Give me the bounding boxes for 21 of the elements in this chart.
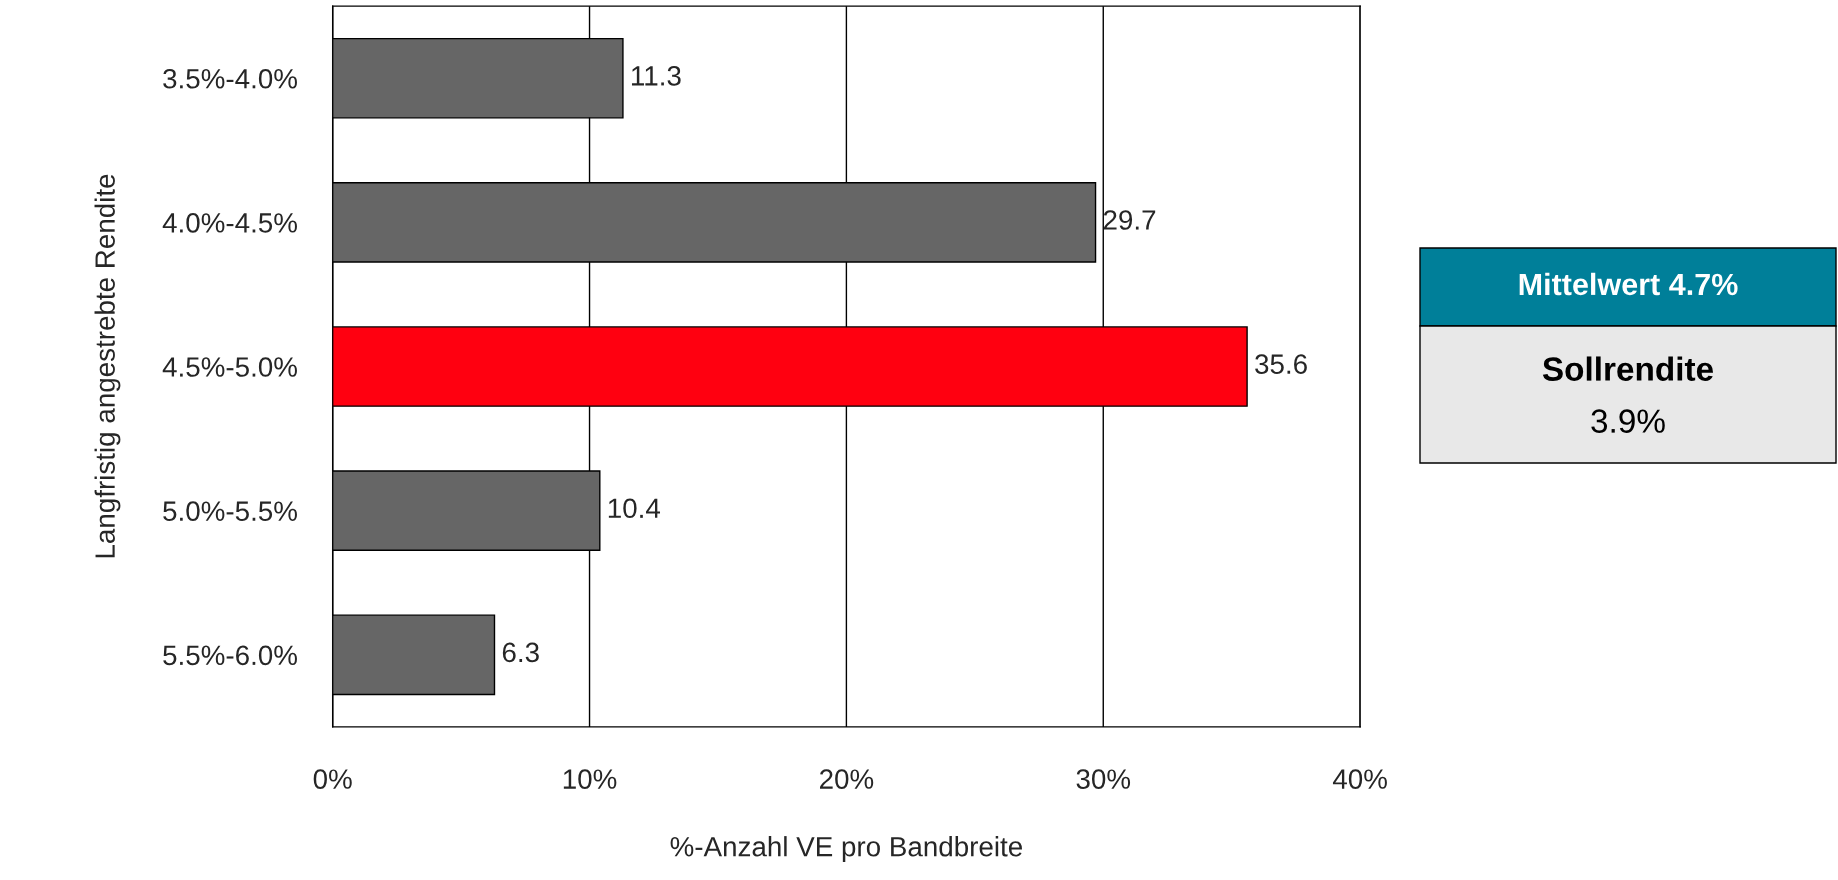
y-tick-label: 5.0%-5.5% xyxy=(163,501,297,521)
data-label: 35.6 xyxy=(1255,354,1307,374)
y-tick-label: 5.5%-6.0% xyxy=(163,645,297,666)
data-label: 29.7 xyxy=(1103,210,1156,230)
bar xyxy=(332,614,496,696)
y-tick-label: 3.5%-4.0% xyxy=(163,68,297,89)
x-tick-label: 0% xyxy=(313,769,352,789)
x-axis-title: %-Anzahl VE pro Bandbreite xyxy=(670,836,1022,862)
y-axis-title: Langfristig angestrebte Rendite xyxy=(94,174,121,558)
text: Sollrendite xyxy=(1542,356,1713,381)
x-tick-label: 40% xyxy=(1332,769,1387,789)
x-tick-label: 10% xyxy=(563,769,617,789)
x-tick-label: 30% xyxy=(1076,769,1131,789)
y-tick-label: 4.0%-4.5% xyxy=(162,213,297,233)
data-label: 6.3 xyxy=(502,642,539,663)
x-tick-label: 20% xyxy=(820,769,874,789)
text: Mittelwert 4.7% xyxy=(1519,272,1738,296)
data-label: 10.4 xyxy=(608,498,661,519)
y-tick-label: 4.5%-5.0% xyxy=(162,357,297,377)
text: 3.9% xyxy=(1591,409,1665,433)
data-label: 11.3 xyxy=(631,66,681,86)
